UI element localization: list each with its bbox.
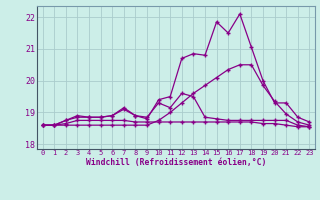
X-axis label: Windchill (Refroidissement éolien,°C): Windchill (Refroidissement éolien,°C) [86,158,266,167]
